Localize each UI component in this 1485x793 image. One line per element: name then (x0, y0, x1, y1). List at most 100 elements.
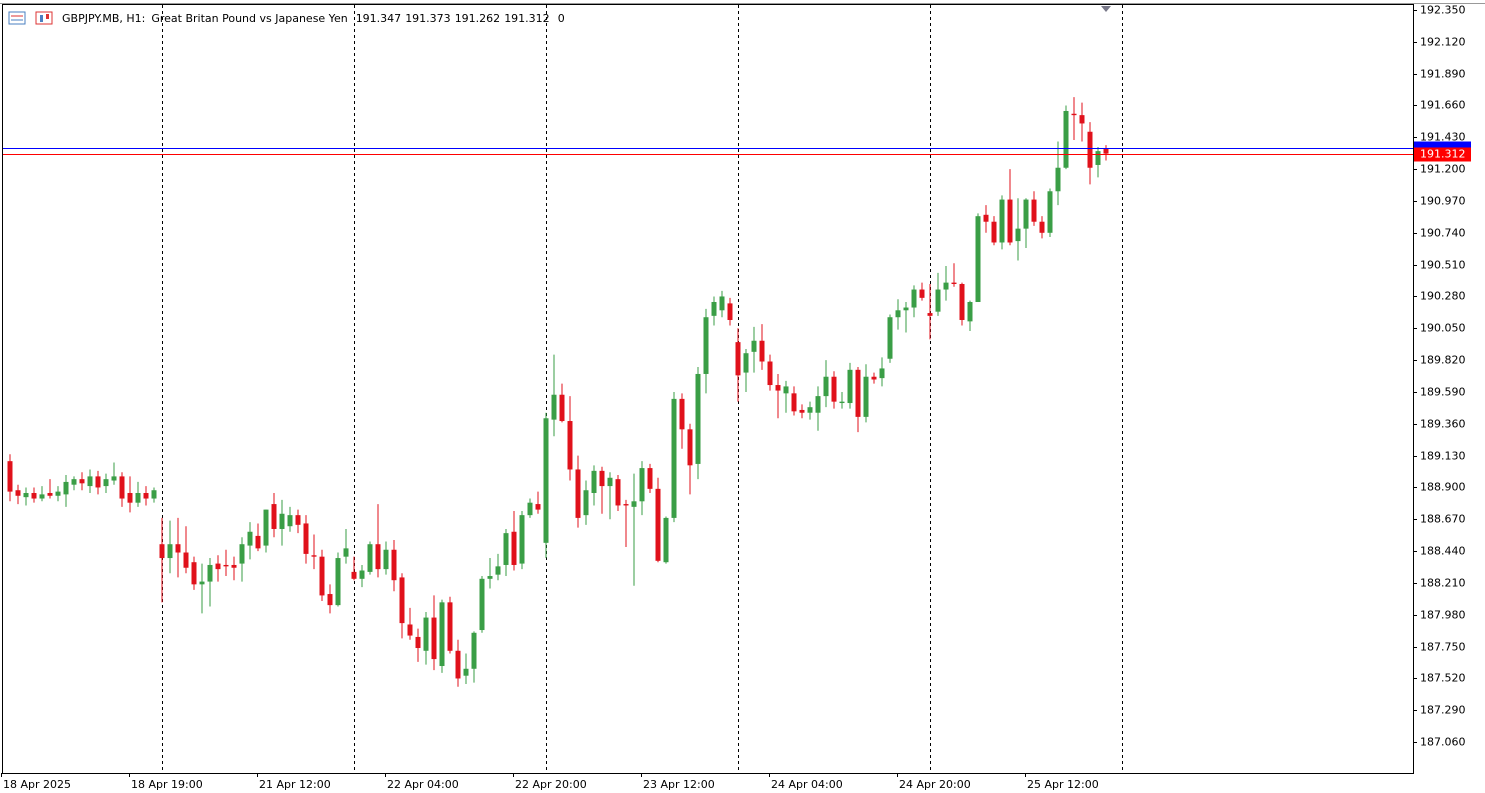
candle-body (791, 393, 797, 412)
candle-body (847, 369, 853, 404)
candle-body (599, 470, 605, 487)
y-tick-label: 188.900 (1420, 481, 1466, 494)
candle-body (1103, 148, 1109, 154)
candle-body (183, 552, 189, 568)
candle-body (879, 368, 885, 379)
y-tick-label: 191.890 (1420, 68, 1466, 81)
candle-body (935, 289, 941, 312)
candle-body (1063, 110, 1069, 168)
candle-body (191, 562, 197, 585)
candle-body (519, 515, 525, 564)
candle-body (103, 479, 109, 487)
candle-body (415, 636, 421, 649)
y-tick-label: 187.750 (1420, 641, 1466, 654)
x-tick-label: 23 Apr 12:00 (643, 778, 715, 791)
candle-body (983, 214, 989, 222)
candle-body (775, 385, 781, 391)
candle-body (279, 513, 285, 529)
candle-body (991, 221, 997, 243)
candle-body (231, 564, 237, 568)
y-tick-label: 190.510 (1420, 259, 1466, 272)
candle-body (703, 317, 709, 374)
candle-body (295, 515, 301, 525)
candle-body (551, 394, 557, 420)
y-tick-label: 189.360 (1420, 418, 1466, 431)
candle-body (951, 282, 957, 285)
candle-body (223, 564, 229, 567)
candle-body (247, 531, 253, 546)
candle-body (911, 289, 917, 308)
candle-body (327, 594, 333, 606)
y-tick-label: 191.200 (1420, 163, 1466, 176)
candle-body (319, 556, 325, 596)
y-tick-label: 190.050 (1420, 322, 1466, 335)
candle-body (975, 216, 981, 302)
candle-body (31, 492, 37, 499)
candle-body (855, 369, 861, 417)
candle-body (127, 492, 133, 503)
candle-body (655, 488, 661, 561)
candle-body (559, 394, 565, 422)
candle-body (1055, 167, 1061, 192)
candle-body (815, 396, 821, 413)
candle-body (71, 479, 77, 485)
candle-body (695, 373, 701, 464)
candle-body (167, 544, 173, 559)
candle-body (503, 533, 509, 565)
x-tick-label: 18 Apr 19:00 (131, 778, 203, 791)
icon-bar (40, 15, 43, 22)
y-tick-label: 192.120 (1420, 36, 1466, 49)
candle-body (567, 421, 573, 470)
candle-body (455, 650, 461, 679)
candle-body (111, 476, 117, 481)
y-tick-label: 189.590 (1420, 386, 1466, 399)
candle-body (543, 418, 549, 543)
candle-body (1087, 131, 1093, 168)
candle-body (407, 624, 413, 636)
y-tick-label: 191.430 (1420, 131, 1466, 144)
x-tick-label: 22 Apr 04:00 (387, 778, 459, 791)
candle-body (887, 317, 893, 359)
candle-body (575, 469, 581, 518)
candle-body (391, 549, 397, 581)
candle-body (999, 199, 1005, 243)
icon-bar (46, 14, 49, 19)
candle-body (23, 492, 29, 498)
candle-body (823, 376, 829, 397)
candle-body (767, 361, 773, 386)
candle-body (671, 398, 677, 518)
header: GBPJPY.MB, H1: Great Britan Pound vs Japa… (62, 12, 565, 25)
volume: 0 (558, 12, 565, 25)
candle-body (1095, 151, 1101, 165)
candle-body (87, 476, 93, 487)
x-tick-label: 22 Apr 20:00 (515, 778, 587, 791)
candle-body (375, 544, 381, 570)
candle-body (55, 491, 61, 496)
candle-body (119, 476, 125, 499)
candle-body (1047, 191, 1053, 233)
candle-body (351, 571, 357, 579)
candle-body (359, 570, 365, 579)
candle-body (807, 407, 813, 413)
price-box (1414, 147, 1471, 162)
candle-body (735, 342, 741, 376)
high: 191.373 (405, 12, 451, 25)
candle-body (1071, 113, 1077, 116)
candle-body (663, 517, 669, 563)
candle-body (583, 490, 589, 516)
candle-body (719, 296, 725, 311)
candle-body (967, 301, 973, 322)
plot-frame (2, 4, 1414, 774)
candle-body (367, 544, 373, 572)
candle-body (783, 386, 789, 394)
candle-body (263, 509, 269, 546)
candle-body (399, 577, 405, 624)
candle-body (799, 409, 805, 413)
candle-body (447, 602, 453, 651)
symbol: GBPJPY.MB, H1: (62, 12, 145, 25)
candle-body (1039, 221, 1045, 233)
candle-body (623, 504, 629, 506)
candle-body (287, 515, 293, 527)
candle-body (759, 340, 765, 362)
shift-marker (1101, 6, 1111, 12)
